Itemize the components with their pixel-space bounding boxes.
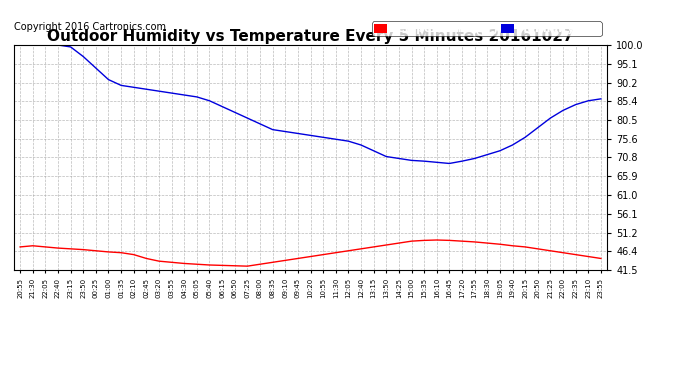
Title: Outdoor Humidity vs Temperature Every 5 Minutes 20161027: Outdoor Humidity vs Temperature Every 5 …	[47, 29, 574, 44]
Legend: Temperature (°F), Humidity (%): Temperature (°F), Humidity (%)	[372, 21, 602, 36]
Text: Copyright 2016 Cartronics.com: Copyright 2016 Cartronics.com	[14, 21, 166, 32]
